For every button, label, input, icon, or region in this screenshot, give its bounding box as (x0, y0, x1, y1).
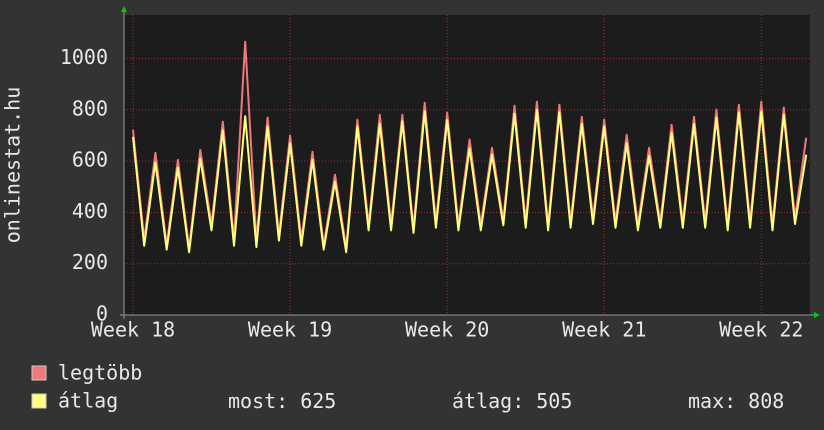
x-tick-label: Week 19 (248, 318, 332, 342)
stat-label: átlag: (452, 389, 524, 413)
axis-arrow (814, 312, 820, 318)
axis-arrow (121, 6, 127, 12)
series-line (132, 40, 808, 249)
series-line (132, 108, 808, 254)
y-axis-title: onlinestat.hu (1, 87, 25, 244)
y-tick-label: 800 (72, 96, 108, 120)
stat-label: max: (688, 389, 736, 413)
stat-value: 505 (536, 389, 572, 413)
x-tick-label: Week 18 (91, 318, 175, 342)
legend-swatch (31, 393, 47, 409)
stat-label: most: (228, 389, 288, 413)
y-tick-label: 0 (96, 302, 108, 326)
y-tick-label: 200 (72, 250, 108, 274)
y-tick-label: 1000 (60, 45, 108, 69)
stat: átlag: 505 (452, 389, 572, 413)
legend-label: legtöbb (58, 361, 142, 385)
stat-value: 808 (748, 389, 784, 413)
stat-value: 625 (300, 389, 336, 413)
y-tick-label: 600 (72, 148, 108, 172)
legend-swatch (31, 365, 47, 381)
x-tick-label: Week 21 (562, 318, 646, 342)
stat: max: 808 (688, 389, 784, 413)
x-tick-label: Week 22 (719, 318, 803, 342)
legend-label: átlag (58, 389, 118, 413)
y-tick-label: 400 (72, 199, 108, 223)
x-tick-label: Week 20 (405, 318, 489, 342)
stat: most: 625 (228, 389, 336, 413)
